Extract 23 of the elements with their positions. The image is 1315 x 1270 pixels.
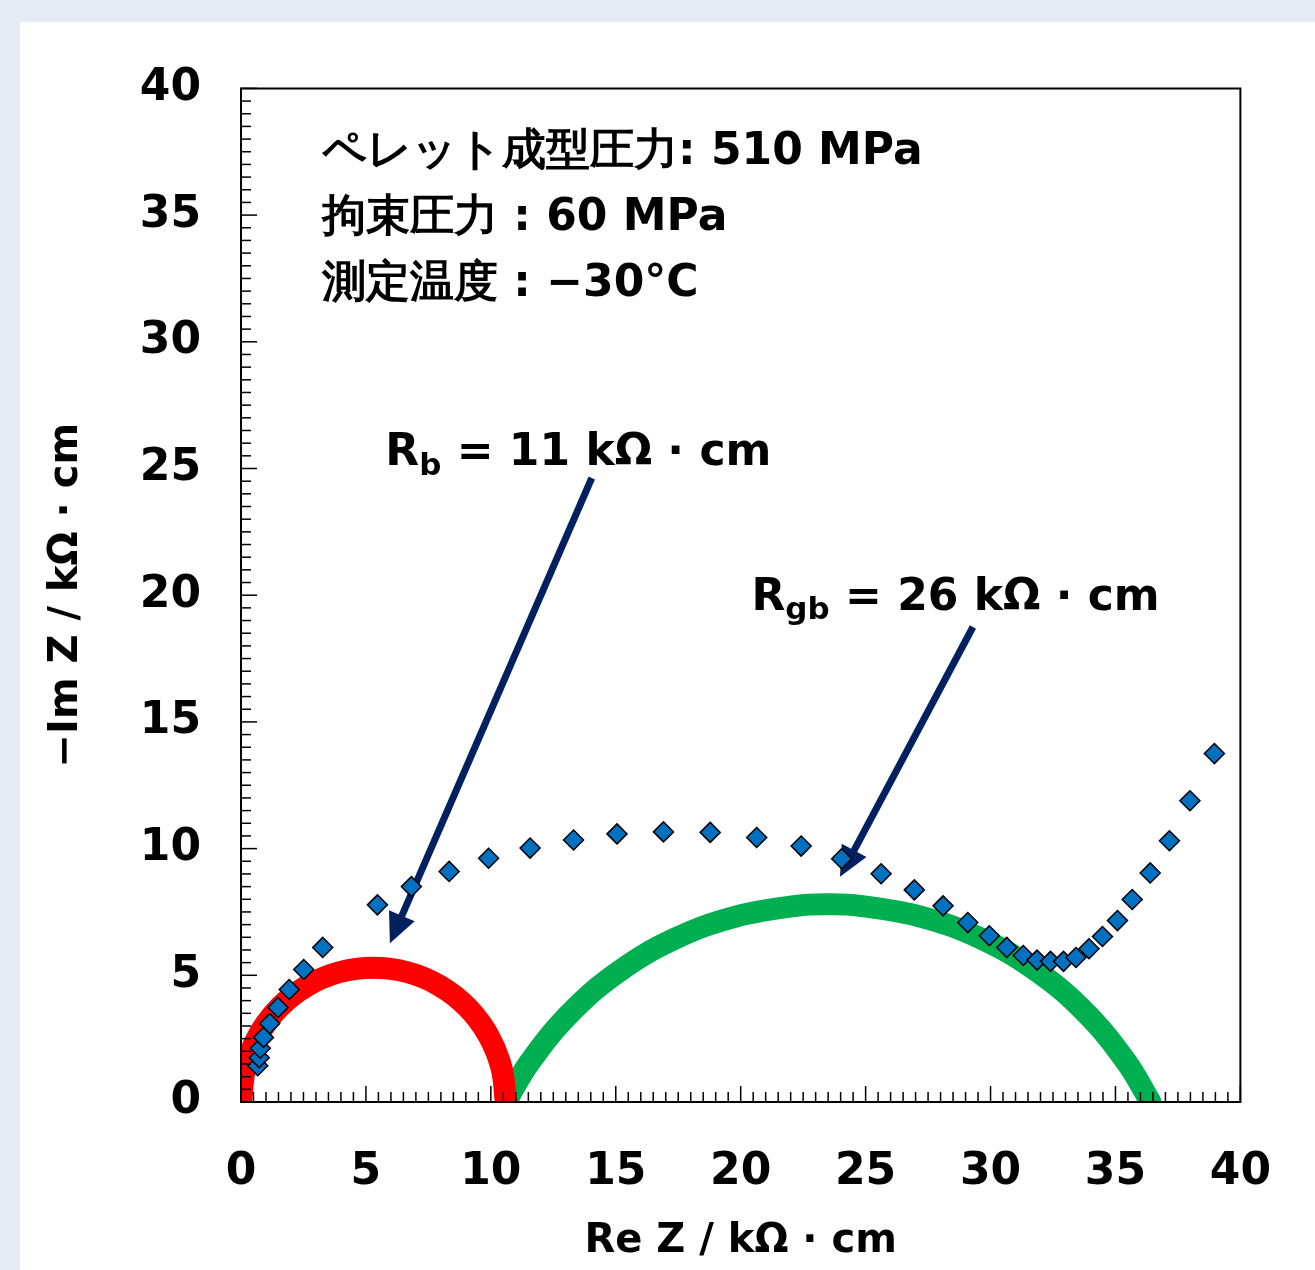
x-axis-title: Re Z / kΩ · cm bbox=[584, 1215, 897, 1262]
x-tick-label: 35 bbox=[1084, 1142, 1147, 1194]
y-tick-label: 35 bbox=[139, 185, 201, 237]
x-tick-label: 20 bbox=[710, 1142, 772, 1194]
x-tick-label: 0 bbox=[225, 1142, 257, 1194]
annotation: ペレット成型圧力: 510 MPa bbox=[321, 122, 923, 174]
x-tick-label: 30 bbox=[959, 1142, 1022, 1194]
y-axis-title: −Im Z / kΩ · cm bbox=[40, 422, 87, 768]
y-tick-label: 20 bbox=[139, 565, 201, 617]
annotation: 測定温度 : −30°C bbox=[321, 254, 699, 306]
y-tick-label: 5 bbox=[170, 945, 201, 997]
y-tick-label: 10 bbox=[139, 819, 201, 871]
y-tick-label: 15 bbox=[139, 692, 201, 744]
x-tick-label: 5 bbox=[350, 1142, 382, 1194]
y-tick-label: 30 bbox=[139, 312, 201, 364]
y-tick-label: 40 bbox=[139, 58, 201, 110]
y-tick-label: 0 bbox=[170, 1072, 201, 1124]
x-tick-label: 10 bbox=[460, 1142, 522, 1194]
x-tick-label: 40 bbox=[1209, 1142, 1271, 1194]
x-tick-label: 25 bbox=[835, 1142, 897, 1194]
annotation: 拘束圧力 : 60 MPa bbox=[320, 188, 728, 240]
x-tick-label: 15 bbox=[585, 1142, 647, 1194]
y-tick-label: 25 bbox=[139, 438, 201, 490]
